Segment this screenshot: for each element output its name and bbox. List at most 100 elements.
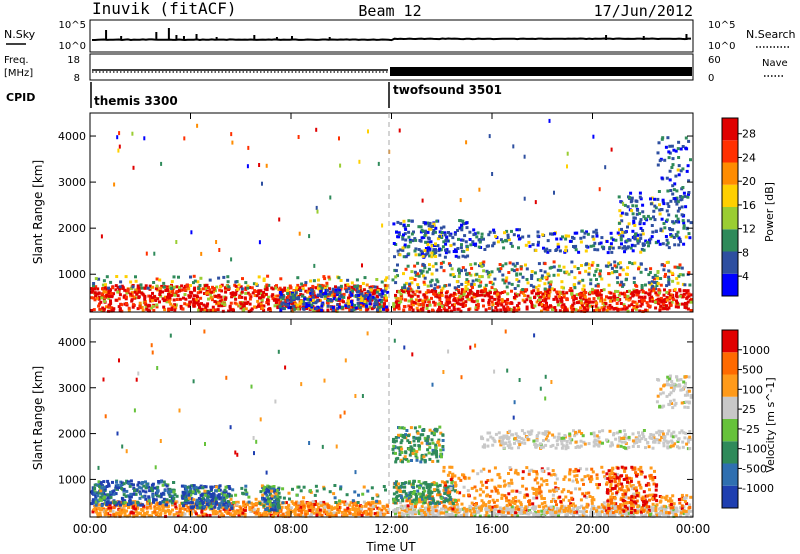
data-cell [375, 278, 379, 281]
data-cell [429, 284, 433, 288]
data-cell [124, 504, 127, 507]
data-cell [321, 293, 325, 297]
data-cell [318, 508, 322, 512]
data-cell [147, 495, 151, 499]
data-cell [527, 240, 531, 244]
data-cell [483, 294, 487, 298]
data-cell [576, 301, 579, 305]
data-cell [361, 511, 365, 515]
data-cell [104, 290, 108, 294]
data-cell [632, 281, 636, 284]
data-cell [658, 308, 662, 312]
data-cell [312, 308, 316, 312]
data-cell [530, 303, 534, 307]
data-cell [396, 507, 400, 511]
data-cell [97, 297, 101, 301]
data-cell [320, 513, 324, 517]
data-cell [269, 487, 273, 491]
data-cell [109, 501, 113, 505]
data-cell [123, 514, 127, 518]
data-cell [223, 493, 227, 497]
data-cell [580, 229, 584, 233]
data-cell [687, 139, 691, 143]
data-cell [421, 269, 425, 273]
data-cell [231, 488, 235, 492]
data-cell [138, 301, 142, 305]
data-cell [682, 242, 686, 246]
data-cell [493, 277, 497, 281]
data-cell [228, 304, 232, 308]
data-cell [565, 291, 569, 295]
data-cell [198, 506, 202, 510]
data-cell [416, 272, 420, 276]
data-cell [676, 200, 680, 204]
data-cell [276, 494, 280, 498]
data-cell [586, 303, 590, 307]
data-cell [599, 293, 603, 297]
data-cell [280, 288, 284, 292]
data-cell [620, 200, 624, 204]
data-cell [168, 495, 172, 498]
data-cell [332, 297, 336, 301]
data-cell [592, 244, 596, 248]
data-cell [682, 224, 686, 228]
data-cell [120, 284, 124, 288]
data-cell [386, 504, 390, 508]
data-cell [171, 508, 174, 512]
data-cell [202, 303, 206, 307]
data-cell [677, 236, 681, 240]
data-cell [438, 293, 442, 297]
data-cell [353, 502, 357, 506]
data-cell [565, 297, 569, 301]
data-cell [498, 263, 502, 266]
data-cell [543, 270, 547, 274]
data-cell [668, 294, 672, 298]
data-cell [403, 225, 407, 229]
data-cell [455, 301, 459, 305]
data-cell [448, 283, 451, 287]
data-cell [238, 304, 242, 308]
data-cell [328, 277, 332, 281]
data-cell [364, 292, 368, 296]
data-cell [347, 305, 350, 309]
data-cell [643, 506, 647, 510]
data-cell [422, 230, 426, 233]
data-cell [626, 309, 630, 313]
data-cell [464, 240, 468, 244]
data-cell [203, 493, 207, 497]
data-cell [686, 164, 690, 168]
data-cell [637, 239, 641, 243]
data-cell [354, 514, 358, 518]
data-cell [257, 292, 261, 296]
data-cell [625, 239, 629, 243]
data-cell [122, 489, 126, 493]
data-cell [105, 485, 109, 488]
data-cell [216, 295, 220, 299]
data-cell [240, 290, 244, 294]
data-cell [656, 282, 660, 286]
data-cell [616, 231, 620, 235]
data-cell [122, 482, 126, 486]
data-cell [161, 483, 165, 487]
data-cell [571, 309, 575, 313]
data-cell [439, 226, 443, 230]
data-cell [90, 490, 94, 494]
data-cell [410, 276, 414, 280]
data-cell [585, 262, 588, 266]
data-cell [285, 289, 289, 292]
data-cell [650, 286, 654, 290]
data-cell [475, 294, 479, 298]
data-cell [491, 303, 495, 307]
data-cell [676, 305, 680, 309]
data-cell [572, 301, 576, 305]
data-cell [423, 295, 427, 299]
data-cell [658, 212, 662, 216]
data-cell [289, 506, 293, 510]
data-cell [153, 505, 157, 509]
data-cell [469, 289, 473, 293]
data-cell [92, 507, 96, 511]
data-cell [213, 300, 217, 304]
data-cell [313, 493, 317, 497]
data-cell [100, 490, 104, 494]
data-cell [561, 290, 565, 294]
